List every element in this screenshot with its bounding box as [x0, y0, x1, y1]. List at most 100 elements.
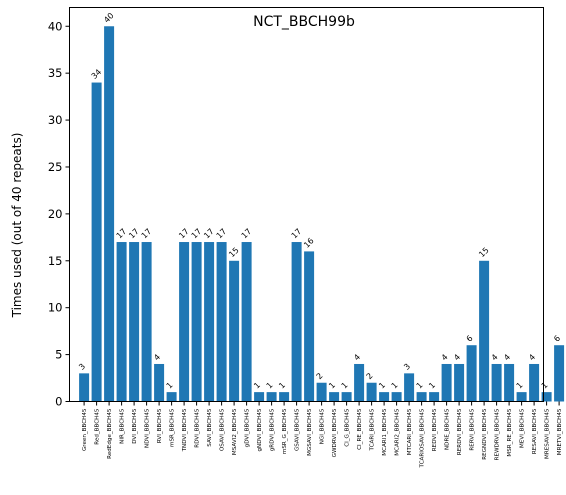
x-tick-label: REWDRVI_BBCH45: [495, 408, 501, 460]
bar: [354, 363, 365, 402]
bar: [466, 345, 477, 402]
x-tick-label: GSAVI_BBCH45: [295, 408, 301, 451]
x-axis: Green_BBCH45 Red_BBCH45 RedEdge_BBCH45 NIR_…: [82, 401, 563, 468]
bar-value-label: 1: [265, 381, 275, 391]
plot-frame: [69, 7, 544, 402]
x-tick-label: MEVI_BBCH45: [520, 408, 526, 448]
bar: [266, 392, 277, 402]
x-tick-label: MGSAVI_BBCH45: [307, 408, 313, 456]
bar-value-label: 1: [565, 381, 566, 391]
x-tick-label: RESAVI_BBCH45: [532, 408, 538, 454]
y-tick-label: 30: [48, 113, 63, 127]
bar: [541, 392, 552, 402]
bar: [154, 363, 165, 402]
bar: [316, 382, 327, 402]
bar: [329, 392, 340, 402]
x-tick-label: DVI_BBCH45: [132, 408, 138, 444]
bar: [304, 251, 315, 402]
x-tick-label: GWDRVI_BBCH45: [332, 408, 338, 457]
y-axis-label: Times used (out of 40 repeats): [10, 133, 24, 319]
x-tick-label: RERDVI_BBCH45: [457, 408, 463, 455]
bar: [141, 242, 152, 402]
bar: [429, 392, 440, 402]
bar: [254, 392, 265, 402]
bar: [454, 363, 465, 402]
bar-value-label: 1: [327, 381, 337, 391]
bar-value-label: 1: [165, 381, 175, 391]
bar: [291, 242, 302, 402]
chart-title: NCT_BBCH99b: [253, 14, 355, 30]
x-tick-label: MRETVI_BBCH45: [557, 408, 563, 455]
bar-value-label: 4: [502, 352, 512, 362]
x-tick-label: CI_G_BBCH45: [345, 408, 351, 447]
y-tick-label: 5: [55, 348, 62, 362]
bar-value-label: 3: [402, 362, 412, 372]
bar-value-label: 34: [90, 67, 104, 81]
x-tick-label: MRESAVI_BBCH45: [545, 408, 551, 459]
x-tick-label: TNDVI_BBCH45: [182, 408, 188, 452]
bar: [441, 363, 452, 402]
x-tick-label: SAVI_BBCH45: [207, 408, 213, 447]
bar: [516, 392, 527, 402]
x-tick-label: REDVI_BBCH45: [432, 408, 438, 451]
bar-value-label: 1: [340, 381, 350, 391]
x-tick-label: MCARI2_BBCH45: [395, 408, 401, 456]
bar-value-label: 4: [152, 352, 162, 362]
bar: [279, 392, 290, 402]
y-tick-label: 20: [48, 207, 63, 221]
x-tick-label: NDVI_BBCH45: [145, 408, 151, 448]
bar-value-label: 17: [215, 227, 229, 241]
x-tick-label: CI_RE_BBCH45: [357, 408, 363, 450]
bar: [491, 363, 502, 402]
bar-value-label: 1: [377, 381, 387, 391]
bar-value-label: 1: [277, 381, 287, 391]
y-tick-label: 10: [48, 301, 63, 315]
bar: [79, 373, 90, 402]
bar-value-label: 3: [77, 362, 87, 372]
x-tick-label: NGI_BBCH45: [320, 408, 326, 444]
bar-value-label: 4: [440, 352, 450, 362]
bar-value-label: 6: [465, 334, 475, 344]
x-tick-label: RERVI_BBCH45: [470, 408, 476, 451]
bar-value-label: 1: [390, 381, 400, 391]
bar-value-label: 4: [527, 352, 537, 362]
bar-value-label: 17: [140, 227, 154, 241]
bar: [116, 242, 127, 402]
bar: [241, 242, 252, 402]
bar: [379, 392, 390, 402]
bar-value-label: 15: [477, 246, 491, 260]
bar: [204, 242, 215, 402]
bar-value-label: 15: [227, 246, 241, 260]
bar-value-label: 6: [552, 334, 562, 344]
bar-value-label: 4: [352, 352, 362, 362]
x-tick-label: MCARI1_BBCH45: [382, 408, 388, 456]
y-tick-label: 40: [48, 19, 63, 33]
x-tick-label: RVI_BBCH45: [157, 408, 163, 443]
bar-value-label: 2: [365, 371, 375, 381]
bar: [479, 260, 490, 402]
x-tick-label: gDVI_BBCH45: [245, 408, 251, 447]
x-tick-label: mSR_BBCH45: [170, 408, 176, 447]
bar-value-label: 17: [290, 227, 304, 241]
bar: [191, 242, 202, 402]
y-tick-label: 35: [48, 66, 63, 80]
bar-value-label: 16: [302, 236, 316, 250]
x-tick-label: TCARI_BBCH45: [370, 408, 376, 451]
bar: [529, 363, 540, 402]
x-tick-label: TCARIOSAVI_BBCH45: [420, 408, 426, 468]
bar: [179, 242, 190, 402]
x-tick-label: MTCARI_BBCH45: [407, 408, 413, 455]
bar: [341, 392, 352, 402]
y-axis: 0 5 10 15 20 25 30 35 40: [48, 19, 70, 409]
bar-value-label: 2: [315, 371, 325, 381]
bar: [166, 392, 177, 402]
y-tick-label: 15: [48, 254, 63, 268]
bar: [366, 382, 377, 402]
x-tick-label: mSR_G_BBCH45: [282, 408, 288, 454]
bar-value-label: 4: [490, 352, 500, 362]
x-tick-label: Red_BBCH45: [95, 408, 101, 445]
y-tick-label: 25: [48, 160, 63, 174]
x-tick-label: REGNDVI_BBCH45: [482, 408, 488, 460]
